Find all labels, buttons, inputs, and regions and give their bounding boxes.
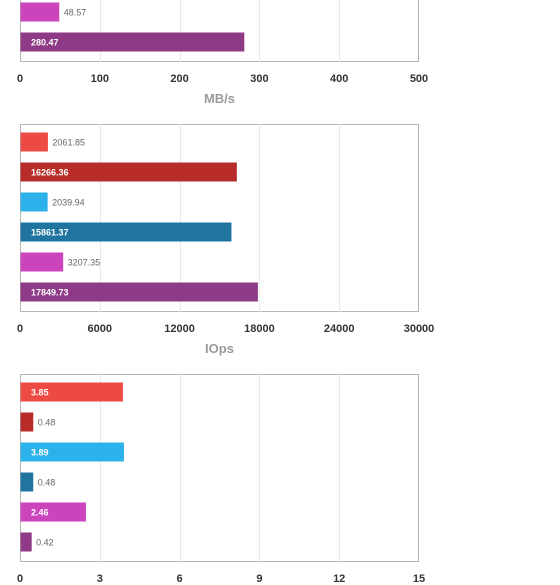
data-label: 0.42	[36, 538, 54, 548]
bar	[20, 162, 237, 182]
tick-label: 0	[17, 73, 23, 85]
tick-label: 500	[410, 73, 428, 85]
tick-label: 15	[413, 573, 425, 585]
bar	[20, 2, 60, 22]
tick-label: 12	[333, 573, 345, 585]
tick-label: 9	[256, 573, 262, 585]
bar	[20, 132, 48, 152]
tick-label: 200	[170, 73, 188, 85]
data-label: 0.48	[38, 418, 56, 428]
tick-label: 400	[330, 73, 348, 85]
data-label: 3.85	[31, 388, 49, 398]
tick-label: 300	[250, 73, 268, 85]
bar	[20, 192, 48, 212]
tick-label: 18000	[244, 323, 275, 335]
data-label: 16266.36	[31, 168, 69, 178]
bar	[20, 412, 34, 432]
plot-frame	[20, 124, 419, 312]
bar	[20, 472, 34, 492]
chart-1: 0 100 200 300 400 500 MB/s 48.57 280.47	[17, 0, 428, 106]
bar	[20, 532, 32, 552]
tick-label: 100	[91, 73, 109, 85]
bar	[20, 442, 124, 462]
data-label: 280.47	[31, 38, 59, 48]
data-label: 2039.94	[52, 198, 85, 208]
data-label: 3.89	[31, 448, 49, 458]
axis-title: IOps	[205, 341, 234, 356]
bar	[20, 222, 232, 242]
bar	[20, 502, 86, 522]
data-label: 3207.35	[68, 258, 101, 268]
tick-label: 0	[17, 323, 23, 335]
tick-label: 6	[177, 573, 183, 585]
tick-label: 3	[97, 573, 103, 585]
tick-label: 30000	[404, 323, 435, 335]
data-label: 0.48	[38, 478, 56, 488]
tick-label: 0	[17, 573, 23, 585]
data-label: 2061.85	[52, 138, 85, 148]
chart-3: 0 3 6 9 12 15 3.85 0.48 3.89 0.48 2.46 0.42	[17, 374, 425, 585]
plot-frame	[20, 374, 419, 562]
tick-label: 24000	[324, 323, 355, 335]
bar	[20, 282, 258, 302]
bar	[20, 382, 123, 402]
bar	[20, 32, 245, 52]
bar	[20, 252, 64, 272]
axis-title: MB/s	[204, 91, 235, 106]
data-label: 15861.37	[31, 228, 69, 238]
data-label: 2.46	[31, 508, 49, 518]
data-label: 17849.73	[31, 288, 69, 298]
tick-label: 12000	[164, 323, 195, 335]
data-label: 48.57	[64, 8, 87, 18]
tick-label: 6000	[88, 323, 112, 335]
chart-2: 0 6000 12000 18000 24000 30000 IOps 2061.85 1626…	[17, 124, 434, 356]
